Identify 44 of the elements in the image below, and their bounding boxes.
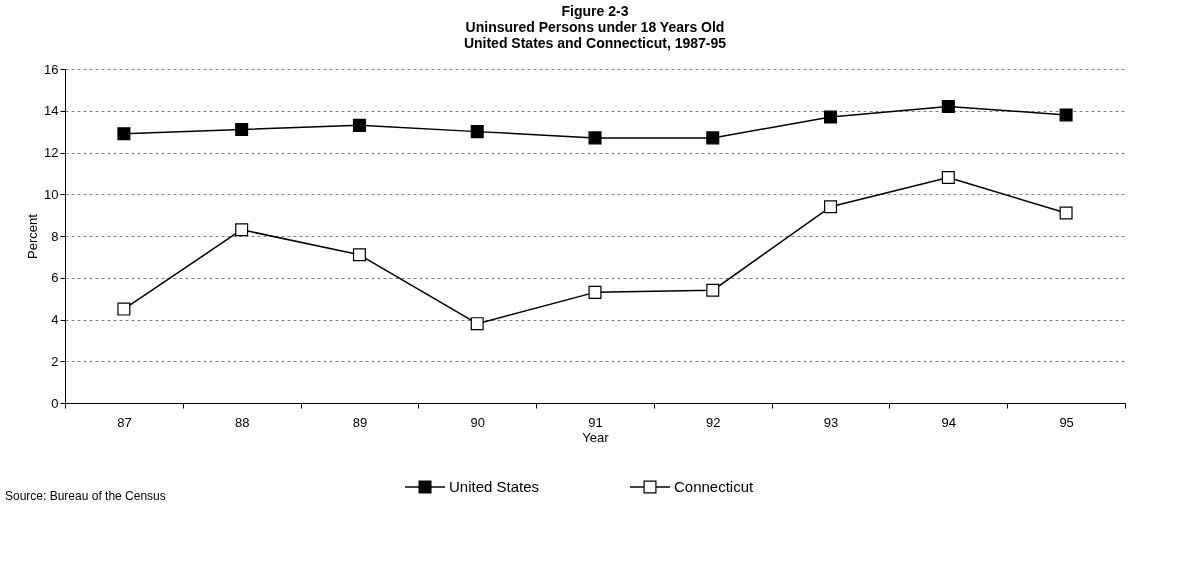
x-tick-label: 95 <box>1059 414 1074 430</box>
point <box>352 118 366 132</box>
point <box>470 317 484 331</box>
y-tick-label: 6 <box>51 270 59 286</box>
text: United States and Connecticut, 1987-95 <box>463 35 727 51</box>
y-tick-label: 8 <box>51 228 59 244</box>
point <box>117 302 131 316</box>
x-tick-label: 92 <box>706 414 721 430</box>
source-note: Source: Bureau of the Census <box>5 489 166 503</box>
y-axis-title: Percent <box>25 213 41 259</box>
point <box>588 285 602 299</box>
point <box>706 283 720 297</box>
point <box>235 223 249 237</box>
y-tick-label: 10 <box>44 186 59 202</box>
point <box>1059 108 1073 122</box>
point <box>941 171 955 185</box>
x-tick-label: 93 <box>823 414 839 430</box>
legend-label: Connecticut <box>674 478 755 495</box>
point <box>941 100 955 114</box>
point <box>706 131 720 145</box>
point <box>235 123 249 137</box>
legend-label: United States <box>449 478 540 495</box>
x-tick-label: 90 <box>470 414 485 430</box>
point <box>352 248 366 262</box>
x-tick-label: 94 <box>941 414 957 430</box>
x-tick-label: 88 <box>234 414 250 430</box>
y-tick-label: 0 <box>51 395 59 411</box>
y-tick-label: 12 <box>44 145 59 160</box>
x-tick-label: 87 <box>117 414 132 430</box>
y-tick-label: 16 <box>44 61 59 77</box>
point <box>1059 206 1073 220</box>
x-tick-label: 89 <box>352 414 368 430</box>
point <box>117 127 131 141</box>
x-tick-label: 91 <box>588 414 603 430</box>
y-tick-label: 4 <box>51 312 59 327</box>
point <box>824 200 838 214</box>
text: Figure 2-3 <box>561 3 629 19</box>
point <box>588 131 602 145</box>
y-tick-label: 14 <box>44 103 59 119</box>
point <box>470 125 484 139</box>
y-tick-label: 2 <box>51 353 59 369</box>
x-axis-title: Year <box>582 429 610 445</box>
point <box>824 110 838 124</box>
text: Uninsured Persons under 18 Years Old <box>465 19 725 35</box>
